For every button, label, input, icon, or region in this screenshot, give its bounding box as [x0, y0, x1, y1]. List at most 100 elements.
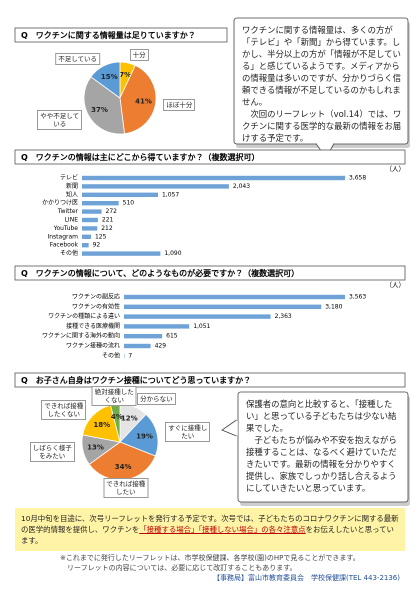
bar-value-label: 221	[102, 217, 114, 224]
bar	[82, 234, 91, 239]
bubble	[233, 17, 409, 145]
bar-category-label: ワクチンに関する海外の動向	[42, 332, 120, 340]
bar-category-label: ワクチン接種の流れ	[66, 342, 120, 350]
bar	[124, 334, 163, 339]
footer-note: リーフレットの内容については、必要に応じて改訂することもあります。	[67, 564, 297, 572]
section-header	[14, 27, 228, 43]
bar-category-label: その他	[60, 249, 78, 257]
pie-value-label: 13%	[87, 443, 104, 451]
pie-category-label: 十分	[129, 49, 149, 62]
bar-value-label: 429	[155, 343, 167, 350]
bar-category-label: ワクチンの種類による違い	[48, 312, 120, 320]
section-header	[14, 372, 406, 388]
comment-paragraph: 子どもたちが悩みや不安を抱えながら接種することは、なるべく避けていただきたいです…	[246, 435, 397, 493]
bar-category-label: YouTube	[53, 225, 79, 232]
bar	[82, 201, 119, 206]
bar-category-label: その他	[102, 351, 120, 359]
footer-contact: 【事務局】富山市教育委員会 学校保健課(TEL 443-2136)	[213, 574, 400, 582]
bar	[82, 175, 345, 181]
footer-note: ※これまでに発行したリーフレットは、市学校保健課、各学校(園)のHPで見ることが…	[60, 554, 360, 562]
notice-highlight: 「接種する場合」「接種しない場合」の各々注意点	[139, 525, 306, 534]
pie-category-label: しばらく様子をみたい	[29, 442, 75, 463]
bar-value-label: 1,051	[193, 323, 210, 330]
bar	[82, 217, 98, 223]
pie-category-label: すぐに接種したい	[165, 421, 211, 442]
pie-category-label: やや不足している	[37, 110, 83, 131]
pie-value-label: 12%	[121, 415, 138, 423]
comment-paragraph: ワクチンに関する情報量は、多くの方が「テレビ」や「新聞」から得ています。しかし、…	[242, 25, 401, 107]
bar	[124, 294, 345, 300]
pie-value-label: 15%	[101, 73, 118, 81]
bar-category-label: Instagram	[47, 233, 78, 240]
pie-category-label: ほぼ十分	[163, 98, 196, 111]
pie-category-label: 絶対接種したくない	[91, 386, 137, 406]
comment-paragraph: 次回のリーフレット（vol.14）では、ワクチンに関する医学的な最新の情報をお届…	[242, 109, 402, 143]
bar	[124, 304, 322, 309]
bar-category-label: かかりつけ医	[42, 200, 78, 207]
pie-value-label: 4%	[111, 413, 123, 421]
unit-label: （人）	[386, 281, 406, 289]
bar	[82, 251, 161, 256]
bar-value-label: 1,057	[162, 191, 179, 198]
comment: 保護者の意向と比較すると、「接種したい」と思っている子どもたちは少ない結果でした…	[246, 398, 400, 494]
bar-value-label: 2,363	[275, 313, 292, 320]
bar-category-label: ワクチンの有効性	[72, 302, 120, 310]
bar-value-label: 92	[93, 242, 101, 249]
bar	[82, 209, 102, 214]
bar-value-label: 125	[95, 233, 107, 240]
bar-category-label: Twitter	[57, 208, 79, 215]
bar	[124, 343, 151, 349]
bar	[82, 226, 98, 231]
bar	[82, 243, 89, 248]
pie-category-label: 分からない	[137, 392, 176, 405]
comment-paragraph: 保護者の意向と比較すると、「接種したい」と思っている子どもたちは少ない結果でした…	[246, 399, 397, 433]
pie-category-label: できれば接種したい	[103, 477, 149, 498]
pie-value-label: 34%	[115, 463, 132, 471]
bar-value-label: 7	[128, 352, 132, 359]
pie-slice	[119, 64, 157, 135]
notice-text: 10月中旬を目途に、次号リーフレットを発行する予定です。次号では、子どもたちのコ…	[21, 514, 399, 534]
bar-value-label: 272	[106, 208, 118, 215]
footer: ※これまでに発行したリーフレットは、市学校保健課、各学校(園)のHPで見ることが…	[60, 553, 410, 583]
bar	[82, 192, 158, 197]
notice: 10月中旬を目途に、次号リーフレットを発行する予定です。次号では、子どもたちのコ…	[15, 508, 405, 551]
bar-category-label: テレビ	[60, 174, 78, 182]
bar-value-label: 1,090	[164, 250, 181, 257]
bar-value-label: 2,043	[233, 183, 250, 190]
pie-value-label: 18%	[93, 421, 110, 429]
pie-value-label: 41%	[135, 98, 152, 106]
bubble-tail	[221, 419, 237, 437]
bar-category-label: ワクチンの副反応	[72, 293, 120, 301]
section-header	[14, 265, 406, 281]
bubble	[237, 391, 409, 503]
bar-value-label: 615	[166, 333, 178, 340]
bar-value-label: 3,563	[349, 294, 366, 301]
pie-value-label: 37%	[91, 106, 108, 114]
bar	[124, 324, 190, 329]
bar	[82, 184, 229, 189]
bar-value-label: 3,658	[349, 175, 366, 182]
bar-category-label: 知人	[66, 190, 78, 198]
notice-text: をお伝えしたいと思っています。	[21, 525, 394, 545]
unit-label: （人）	[386, 165, 406, 173]
bar	[124, 314, 271, 319]
pie-category-label: できれば接種したくない	[41, 400, 87, 421]
pie-category-label: 不足している	[55, 52, 101, 65]
bar-category-label: Facebook	[50, 242, 79, 249]
section-header	[14, 149, 406, 165]
bar-value-label: 510	[123, 200, 135, 207]
bar-category-label: 新聞	[66, 182, 78, 190]
pie-slice	[83, 76, 125, 135]
section-title: Q ワクチンに関する情報量は足りていますか？	[21, 30, 196, 40]
bar-category-label: LINE	[65, 217, 79, 224]
section-title: Q ワクチンの情報について、どのようなものが必要ですか？（複数選択可）	[21, 268, 299, 278]
bar-value-label: 212	[101, 225, 113, 232]
section-title: Q お子さん自身はワクチン接種についてどう思っていますか？	[21, 375, 251, 385]
bar-value-label: 3,180	[325, 303, 342, 310]
bar-category-label: 接種できる医療機関	[66, 322, 120, 330]
pie-value-label: 7%	[119, 71, 131, 79]
section-title: Q ワクチンの情報は主にどこから得ていますか？（複数選択可）	[21, 152, 260, 162]
comment: ワクチンに関する情報量は、多くの方が「テレビ」や「新聞」から得ています。しかし、…	[242, 24, 402, 144]
